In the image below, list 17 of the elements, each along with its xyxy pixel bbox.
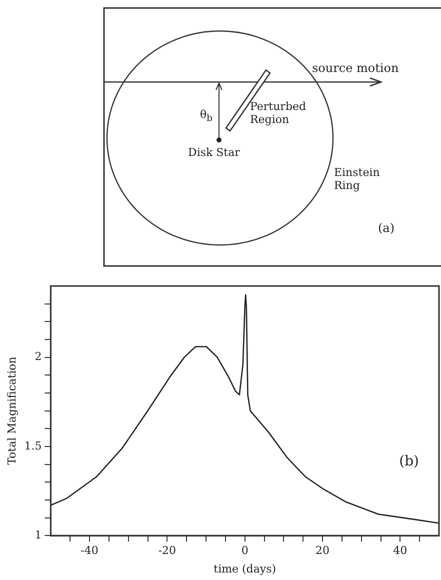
x-tick-label: -20 <box>158 544 176 558</box>
x-tick-label: 40 <box>393 544 408 558</box>
annotation: (b) <box>399 454 419 470</box>
text: Perturbed Region <box>250 100 308 126</box>
y-tick-label: 2 <box>34 350 42 364</box>
y-tick-label: 1.5 <box>24 439 42 452</box>
y-tick-label: 1 <box>34 528 42 542</box>
source-note: source motion <box>312 61 400 75</box>
text: θ$_{b}$ <box>200 108 214 126</box>
text: Disk Star <box>188 146 241 159</box>
text: Einstein Ring <box>334 166 381 192</box>
y-axis-title: Total Magnification <box>5 356 18 465</box>
x-axis-title: time (days) <box>214 562 276 576</box>
x-tick-label: -40 <box>80 544 98 558</box>
text: (a) <box>378 221 396 235</box>
x-tick-label: 0 <box>241 544 248 558</box>
x-tick-label: 20 <box>316 544 330 558</box>
